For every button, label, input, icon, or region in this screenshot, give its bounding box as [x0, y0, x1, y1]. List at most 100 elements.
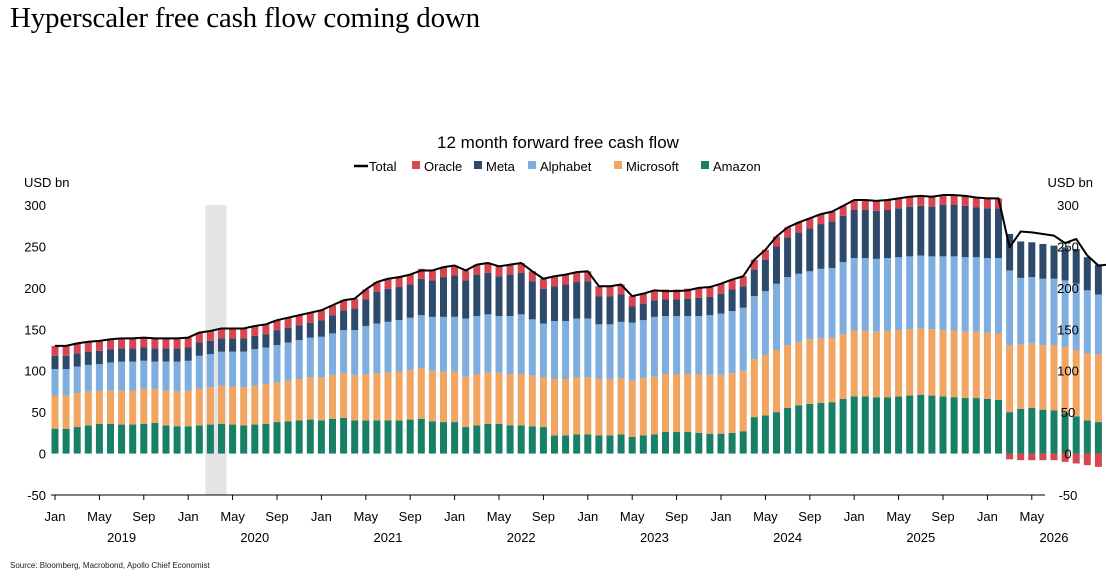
- bar-amazon-48: [584, 434, 592, 454]
- bar-microsoft-11: [173, 391, 181, 427]
- x-tick-label-0: Jan: [45, 509, 66, 524]
- bar-microsoft-22: [295, 379, 303, 421]
- bar-microsoft-86: [1006, 345, 1014, 413]
- bar-alphabet-49: [595, 324, 603, 379]
- bar-microsoft-0: [51, 395, 59, 429]
- bar-microsoft-35: [440, 371, 447, 423]
- year-label-2022: 2022: [507, 530, 536, 545]
- chart-title: 12 month forward free cash flow: [437, 133, 680, 152]
- bar-amazon-64: [761, 415, 769, 454]
- x-tick-label-5: Sep: [265, 509, 288, 524]
- bar-amazon-29: [373, 420, 381, 454]
- bar-alphabet-85: [995, 258, 1002, 334]
- bar-amazon-58: [695, 432, 703, 454]
- bar-microsoft-60: [717, 374, 725, 434]
- bar-amazon-27: [351, 420, 359, 454]
- bar-alphabet-31: [395, 320, 403, 372]
- bar-oracle-37: [462, 270, 470, 281]
- bar-alphabet-4: [95, 364, 103, 391]
- bar-microsoft-61: [728, 373, 736, 433]
- bar-amazon-35: [440, 422, 447, 454]
- bar-microsoft-81: [950, 330, 958, 398]
- y-tick-left-0: 0: [39, 447, 46, 462]
- bar-microsoft-83: [972, 331, 980, 399]
- bar-oracle-69: [817, 214, 825, 225]
- bar-amazon-66: [784, 408, 792, 454]
- bar-meta-46: [562, 284, 570, 321]
- bar-oracle-44: [539, 278, 547, 289]
- bar-alphabet-58: [695, 316, 703, 375]
- bar-meta-24: [317, 320, 325, 337]
- bar-microsoft-92: [1072, 350, 1080, 417]
- bar-alphabet-27: [351, 330, 359, 375]
- bar-microsoft-74: [872, 331, 880, 398]
- bar-amazon-75: [884, 397, 891, 454]
- bar-alphabet-37: [462, 318, 470, 377]
- bar-alphabet-61: [728, 311, 736, 374]
- bar-meta-40: [495, 276, 503, 317]
- bar-oracle-1: [62, 345, 70, 356]
- bar-microsoft-4: [95, 390, 103, 424]
- bar-meta-71: [839, 215, 847, 263]
- bar-alphabet-92: [1072, 283, 1080, 350]
- bar-oracle-31: [395, 277, 403, 288]
- bar-alphabet-74: [872, 258, 880, 332]
- bar-oracle-47: [573, 272, 581, 283]
- x-tick-label-13: May: [620, 509, 645, 524]
- bar-meta-86: [1006, 234, 1014, 271]
- bar-meta-60: [717, 293, 725, 314]
- legend-marker-meta: [474, 161, 482, 169]
- bar-meta-5: [107, 349, 114, 363]
- bar-oracle-13: [195, 332, 203, 343]
- bar-meta-36: [451, 275, 459, 317]
- x-tick-label-9: Jan: [444, 509, 465, 524]
- bar-microsoft-90: [1050, 345, 1058, 411]
- bar-amazon-82: [961, 398, 969, 454]
- bar-oracle-15: [218, 328, 225, 339]
- bar-alphabet-14: [206, 354, 214, 388]
- bar-oracle-40: [495, 266, 503, 277]
- bar-microsoft-36: [451, 371, 459, 423]
- bar-alphabet-26: [340, 330, 348, 374]
- bar-oracle-10: [162, 338, 170, 349]
- bar-microsoft-87: [1017, 344, 1025, 409]
- bar-alphabet-63: [750, 296, 758, 360]
- bar-microsoft-51: [617, 378, 625, 435]
- bar-oracle-28: [362, 289, 370, 300]
- bar-amazon-74: [872, 397, 880, 454]
- axis-layer: -50 -50 0 0 50 50 100 100 150 150 200 200 250 250 300 3…: [24, 198, 1079, 545]
- bar-meta-8: [140, 347, 148, 361]
- bar-meta-33: [417, 278, 425, 316]
- bar-oracle-94: [1094, 453, 1102, 467]
- bar-amazon-40: [495, 423, 503, 454]
- bar-amazon-20: [273, 422, 281, 454]
- bar-microsoft-21: [284, 380, 292, 422]
- bar-meta-26: [340, 310, 348, 331]
- bar-alphabet-13: [195, 355, 203, 389]
- bar-microsoft-75: [884, 330, 891, 398]
- bar-oracle-0: [51, 345, 59, 356]
- bar-amazon-88: [1028, 408, 1036, 454]
- bar-meta-68: [806, 228, 814, 272]
- bar-oracle-73: [861, 200, 869, 210]
- bar-microsoft-43: [528, 375, 536, 427]
- bar-microsoft-49: [595, 379, 603, 436]
- bar-oracle-32: [406, 274, 414, 285]
- bar-oracle-26: [340, 300, 348, 311]
- legend-marker-alphabet: [528, 161, 536, 169]
- bar-microsoft-3: [84, 391, 92, 426]
- bar-amazon-79: [928, 395, 936, 454]
- bar-amazon-83: [972, 398, 980, 454]
- bar-oracle-70: [828, 211, 836, 222]
- bar-microsoft-24: [317, 377, 325, 421]
- x-tick-label-22: May: [1020, 509, 1045, 524]
- bar-amazon-14: [206, 424, 214, 454]
- bar-oracle-49: [595, 286, 603, 297]
- bar-amazon-11: [173, 426, 181, 454]
- bar-oracle-24: [317, 310, 325, 321]
- bar-oracle-41: [506, 264, 514, 275]
- bar-amazon-31: [395, 420, 403, 454]
- bar-meta-81: [950, 205, 958, 257]
- bar-oracle-4: [95, 340, 103, 351]
- bar-oracle-35: [440, 267, 447, 278]
